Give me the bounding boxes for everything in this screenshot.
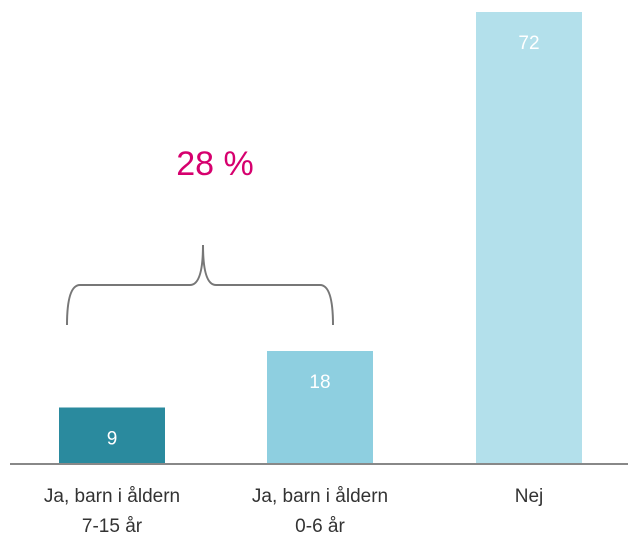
bar bbox=[59, 407, 165, 464]
value-label: 18 bbox=[309, 372, 330, 393]
value-label: 72 bbox=[518, 33, 539, 54]
value-label: 9 bbox=[107, 429, 118, 450]
bar bbox=[476, 12, 582, 464]
x-tick-label: Nej bbox=[515, 486, 544, 507]
x-tick-label: Ja, barn i åldern 0-6 år bbox=[252, 486, 388, 537]
x-tick-label: Ja, barn i åldern 7-15 år bbox=[44, 486, 180, 537]
bar bbox=[267, 351, 373, 464]
annotation: 28 % bbox=[176, 145, 254, 183]
brace bbox=[66, 244, 334, 326]
